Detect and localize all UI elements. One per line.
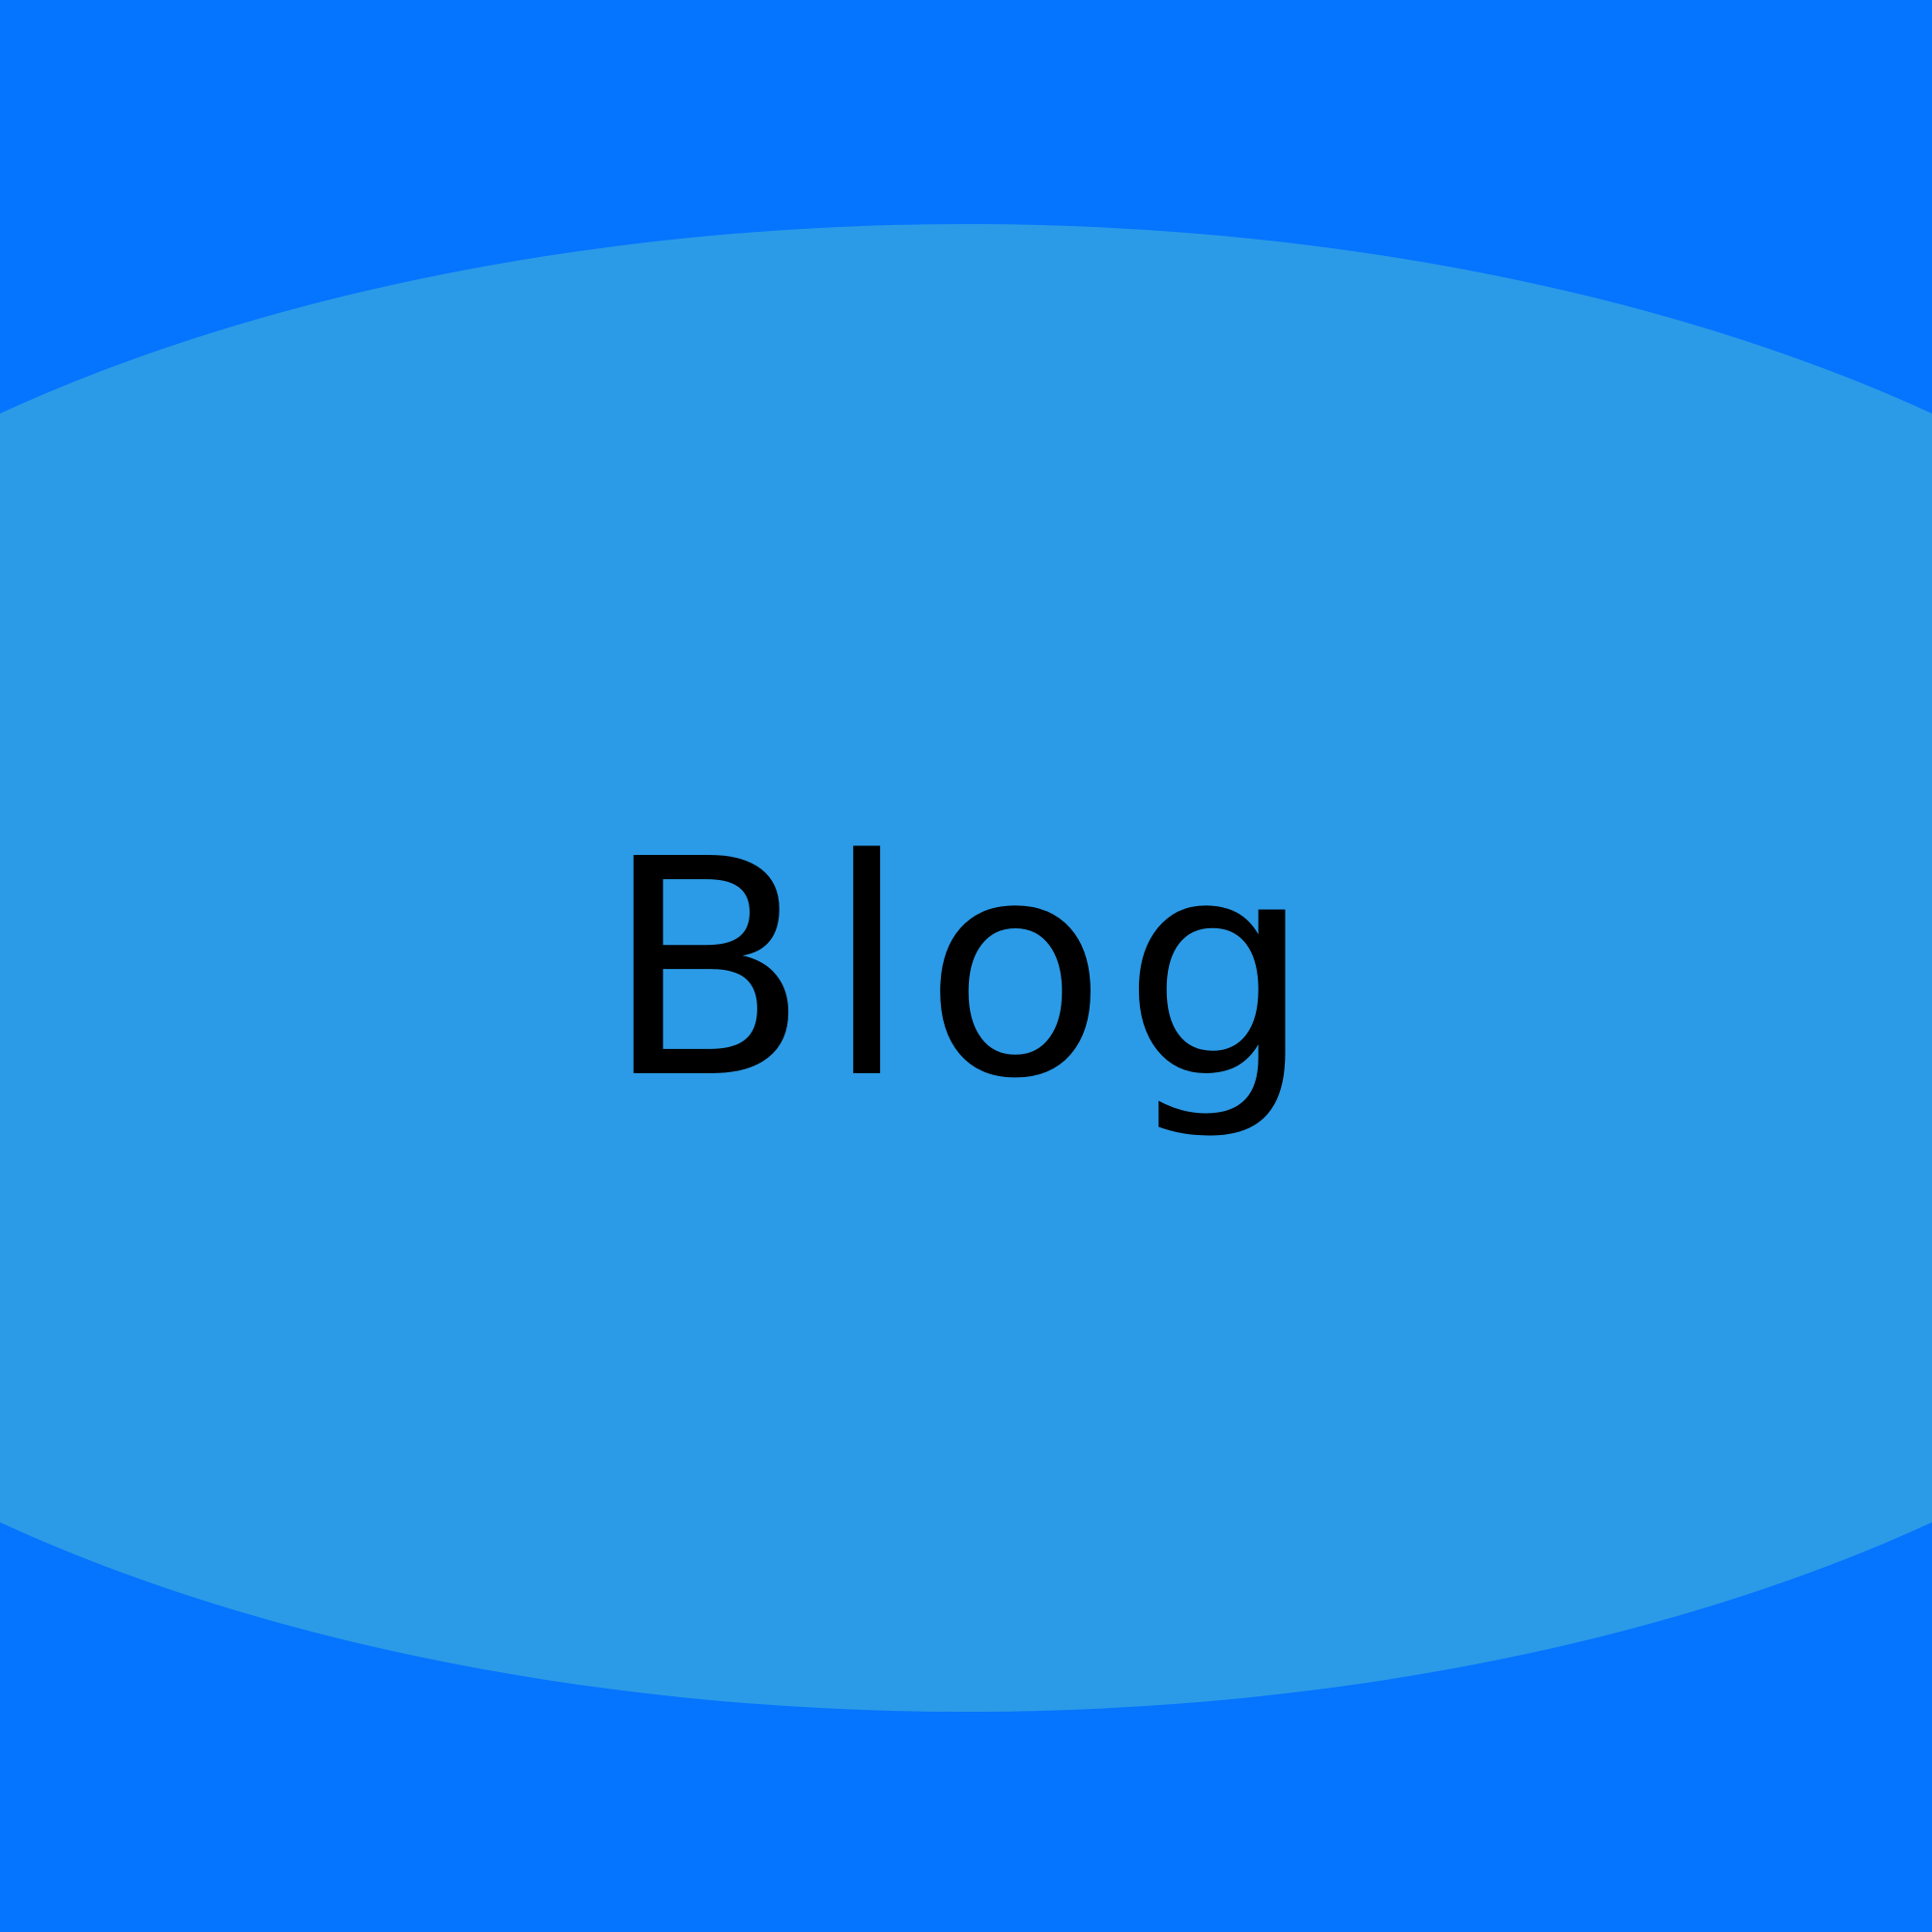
center-ellipse [0, 224, 1932, 1712]
